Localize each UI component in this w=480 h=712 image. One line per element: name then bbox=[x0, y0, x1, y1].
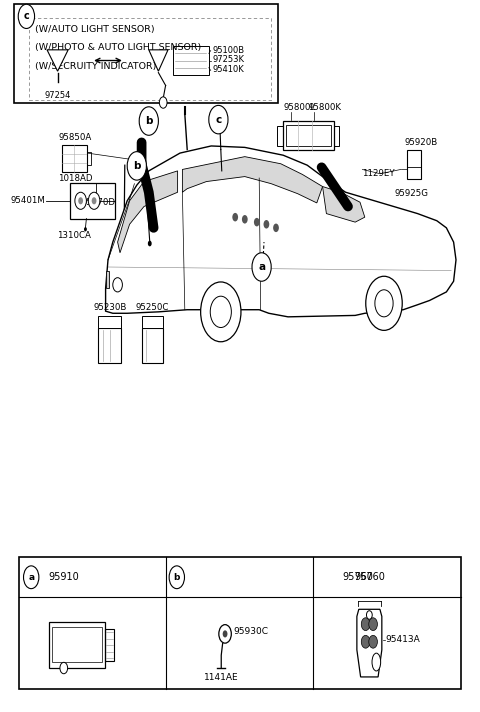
Text: a: a bbox=[28, 572, 34, 582]
Text: c: c bbox=[215, 115, 222, 125]
Circle shape bbox=[84, 227, 87, 231]
Circle shape bbox=[232, 213, 238, 221]
Text: 95800L: 95800L bbox=[283, 103, 315, 112]
Text: b: b bbox=[133, 161, 141, 171]
Polygon shape bbox=[182, 157, 323, 203]
Text: b: b bbox=[174, 572, 180, 582]
Circle shape bbox=[24, 566, 39, 589]
Text: 1129EY: 1129EY bbox=[362, 169, 395, 178]
Circle shape bbox=[219, 624, 231, 643]
Circle shape bbox=[18, 4, 35, 28]
Text: 97254: 97254 bbox=[45, 91, 71, 100]
Circle shape bbox=[252, 253, 271, 281]
Circle shape bbox=[242, 215, 248, 224]
Bar bbox=[98, 328, 121, 363]
Text: 95800K: 95800K bbox=[309, 103, 342, 112]
Circle shape bbox=[127, 152, 146, 180]
Circle shape bbox=[375, 290, 393, 317]
Text: 1310CA: 1310CA bbox=[58, 231, 91, 241]
Bar bbox=[105, 629, 114, 661]
Circle shape bbox=[369, 635, 377, 648]
Bar bbox=[52, 627, 102, 662]
Circle shape bbox=[139, 107, 158, 135]
Text: a: a bbox=[258, 262, 265, 272]
Circle shape bbox=[113, 278, 122, 292]
Bar bbox=[70, 183, 115, 219]
Circle shape bbox=[254, 218, 260, 226]
Bar bbox=[29, 18, 271, 100]
Bar bbox=[142, 328, 163, 363]
Text: 95925G: 95925G bbox=[395, 189, 429, 198]
Circle shape bbox=[366, 276, 402, 330]
Bar bbox=[407, 150, 421, 179]
Circle shape bbox=[209, 105, 228, 134]
Circle shape bbox=[369, 618, 377, 631]
Bar bbox=[19, 557, 461, 689]
Circle shape bbox=[273, 224, 279, 232]
Text: 95920B: 95920B bbox=[404, 138, 437, 147]
Text: 95401M: 95401M bbox=[11, 197, 46, 205]
Bar bbox=[334, 126, 339, 146]
Circle shape bbox=[78, 197, 83, 204]
Text: 95413A: 95413A bbox=[385, 635, 420, 644]
Bar bbox=[49, 622, 105, 668]
Circle shape bbox=[223, 630, 228, 637]
Bar bbox=[142, 316, 163, 328]
Circle shape bbox=[361, 618, 370, 631]
Text: 1141AE: 1141AE bbox=[204, 673, 239, 682]
Circle shape bbox=[361, 635, 370, 648]
Circle shape bbox=[75, 192, 86, 209]
Text: 95870D: 95870D bbox=[82, 199, 116, 207]
Text: c: c bbox=[24, 11, 29, 21]
Ellipse shape bbox=[372, 653, 381, 671]
Text: b: b bbox=[145, 116, 153, 126]
Polygon shape bbox=[118, 171, 178, 253]
Circle shape bbox=[169, 566, 184, 589]
Text: 95760: 95760 bbox=[342, 572, 373, 582]
Text: 97253K: 97253K bbox=[213, 56, 245, 64]
Circle shape bbox=[92, 197, 96, 204]
Text: 95850A: 95850A bbox=[58, 133, 92, 142]
Circle shape bbox=[210, 296, 231, 328]
Text: 95250C: 95250C bbox=[135, 303, 169, 312]
Text: 95930C: 95930C bbox=[234, 627, 269, 637]
Bar bbox=[98, 316, 121, 328]
Polygon shape bbox=[323, 187, 365, 222]
Polygon shape bbox=[47, 50, 68, 71]
Bar bbox=[277, 126, 284, 146]
Bar bbox=[62, 145, 87, 172]
Circle shape bbox=[148, 241, 152, 246]
Bar bbox=[14, 4, 278, 103]
Text: 1018AD: 1018AD bbox=[58, 174, 92, 184]
Polygon shape bbox=[106, 271, 109, 288]
Text: 95410K: 95410K bbox=[213, 65, 244, 73]
Circle shape bbox=[366, 611, 372, 619]
Text: 95910: 95910 bbox=[48, 572, 79, 582]
Circle shape bbox=[159, 97, 167, 108]
Text: (W/AUTO LIGHT SENSOR): (W/AUTO LIGHT SENSOR) bbox=[35, 25, 154, 34]
Polygon shape bbox=[149, 50, 168, 71]
Text: 95760: 95760 bbox=[354, 572, 385, 582]
Polygon shape bbox=[106, 146, 456, 317]
Text: 95230B: 95230B bbox=[93, 303, 127, 312]
Polygon shape bbox=[357, 609, 382, 677]
Bar bbox=[173, 46, 209, 75]
Bar bbox=[283, 121, 334, 150]
Text: (W/SECRUITY INDICATOR): (W/SECRUITY INDICATOR) bbox=[35, 62, 156, 71]
Circle shape bbox=[60, 662, 68, 674]
Circle shape bbox=[88, 192, 100, 209]
Bar bbox=[286, 125, 331, 146]
Circle shape bbox=[264, 220, 269, 229]
Text: (W/PHOTO & AUTO LIGHT SENSOR): (W/PHOTO & AUTO LIGHT SENSOR) bbox=[35, 43, 201, 53]
Bar bbox=[87, 152, 91, 165]
Circle shape bbox=[201, 282, 241, 342]
Text: 95100B: 95100B bbox=[213, 46, 245, 55]
